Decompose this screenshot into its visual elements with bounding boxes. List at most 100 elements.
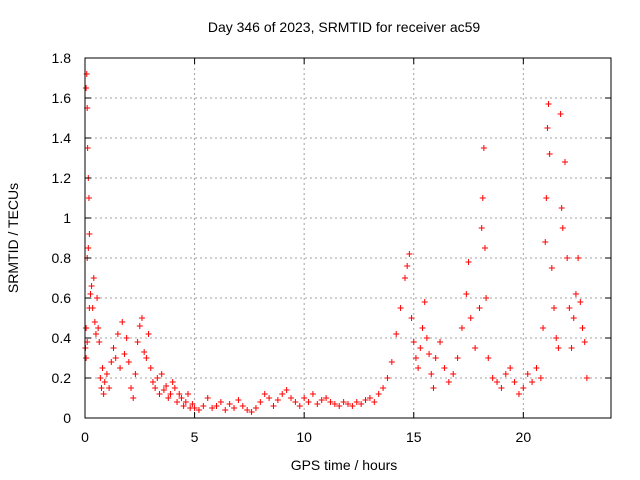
data-point bbox=[553, 335, 560, 341]
data-point bbox=[165, 395, 172, 401]
data-point bbox=[537, 375, 544, 381]
data-point bbox=[515, 391, 522, 397]
data-point bbox=[454, 355, 461, 361]
data-point bbox=[89, 305, 96, 311]
data-point bbox=[96, 339, 103, 345]
data-point bbox=[463, 291, 470, 297]
data-point bbox=[222, 407, 229, 413]
grid bbox=[85, 58, 611, 418]
data-point bbox=[564, 255, 571, 261]
x-tick-labels: 0 5 10 15 20 bbox=[81, 429, 531, 445]
data-point bbox=[209, 405, 216, 411]
data-point bbox=[366, 395, 373, 401]
data-point bbox=[432, 355, 439, 361]
data-point bbox=[401, 275, 408, 281]
data-point bbox=[353, 399, 360, 405]
data-point bbox=[95, 325, 102, 331]
data-point bbox=[189, 401, 196, 407]
data-point bbox=[85, 195, 92, 201]
plot-border bbox=[84, 57, 612, 419]
data-point bbox=[91, 319, 98, 325]
data-point bbox=[558, 205, 565, 211]
y-tick-label: 0.6 bbox=[52, 290, 72, 306]
data-point bbox=[257, 399, 264, 405]
data-point bbox=[100, 391, 107, 397]
y-tick-label: 1.2 bbox=[52, 170, 72, 186]
data-point bbox=[406, 251, 413, 257]
data-point bbox=[123, 335, 130, 341]
data-point bbox=[388, 359, 395, 365]
data-point bbox=[323, 395, 330, 401]
data-point bbox=[121, 351, 128, 357]
data-point bbox=[417, 345, 424, 351]
data-point bbox=[103, 371, 110, 377]
data-point bbox=[430, 385, 437, 391]
data-point bbox=[266, 395, 273, 401]
data-point bbox=[83, 325, 90, 331]
data-point bbox=[171, 385, 178, 391]
data-point bbox=[130, 395, 137, 401]
data-point bbox=[292, 399, 299, 405]
data-point bbox=[371, 399, 378, 405]
data-point bbox=[114, 331, 121, 337]
y-tick-labels: 0 0.2 0.4 0.6 0.8 1 1.2 1.4 1.6 1.8 bbox=[52, 50, 72, 426]
data-point bbox=[336, 403, 343, 409]
data-point bbox=[217, 399, 224, 405]
data-point bbox=[362, 397, 369, 403]
y-tick-label: 1.8 bbox=[52, 50, 72, 66]
data-point bbox=[340, 399, 347, 405]
data-point bbox=[261, 391, 268, 397]
data-point bbox=[117, 365, 124, 371]
data-point bbox=[572, 291, 579, 297]
data-point bbox=[419, 325, 426, 331]
data-point bbox=[410, 339, 417, 345]
data-point bbox=[226, 401, 233, 407]
data-point bbox=[97, 375, 104, 381]
data-point bbox=[551, 305, 558, 311]
data-point bbox=[160, 387, 167, 393]
data-point bbox=[132, 371, 139, 377]
data-point bbox=[143, 355, 150, 361]
data-points bbox=[82, 71, 590, 415]
data-point bbox=[375, 391, 382, 397]
data-point bbox=[566, 305, 573, 311]
data-point bbox=[145, 331, 152, 337]
data-point bbox=[288, 395, 295, 401]
data-point bbox=[450, 371, 457, 377]
data-point bbox=[270, 403, 277, 409]
data-point bbox=[200, 403, 207, 409]
data-point bbox=[327, 399, 334, 405]
data-point bbox=[98, 385, 105, 391]
data-point bbox=[167, 391, 174, 397]
data-point bbox=[561, 159, 568, 165]
data-point bbox=[180, 403, 187, 409]
data-point bbox=[88, 283, 95, 289]
data-point bbox=[465, 259, 472, 265]
data-point bbox=[511, 379, 518, 385]
data-point bbox=[581, 339, 588, 345]
data-point bbox=[533, 365, 540, 371]
data-point bbox=[458, 325, 465, 331]
data-point bbox=[568, 345, 575, 351]
data-point bbox=[543, 195, 550, 201]
data-point bbox=[393, 331, 400, 337]
data-point bbox=[169, 379, 176, 385]
data-point bbox=[555, 345, 562, 351]
data-point bbox=[479, 195, 486, 201]
data-point bbox=[178, 395, 185, 401]
data-point bbox=[485, 355, 492, 361]
data-point bbox=[318, 397, 325, 403]
x-tick-label: 20 bbox=[516, 429, 532, 445]
data-point bbox=[524, 371, 531, 377]
data-point bbox=[174, 399, 181, 405]
data-point bbox=[428, 371, 435, 377]
data-point bbox=[579, 325, 586, 331]
data-point bbox=[176, 391, 183, 397]
data-point bbox=[84, 145, 91, 151]
data-point bbox=[119, 319, 126, 325]
data-point bbox=[106, 385, 113, 391]
data-point bbox=[480, 145, 487, 151]
data-point bbox=[494, 379, 501, 385]
data-point bbox=[185, 391, 192, 397]
data-point bbox=[498, 385, 505, 391]
